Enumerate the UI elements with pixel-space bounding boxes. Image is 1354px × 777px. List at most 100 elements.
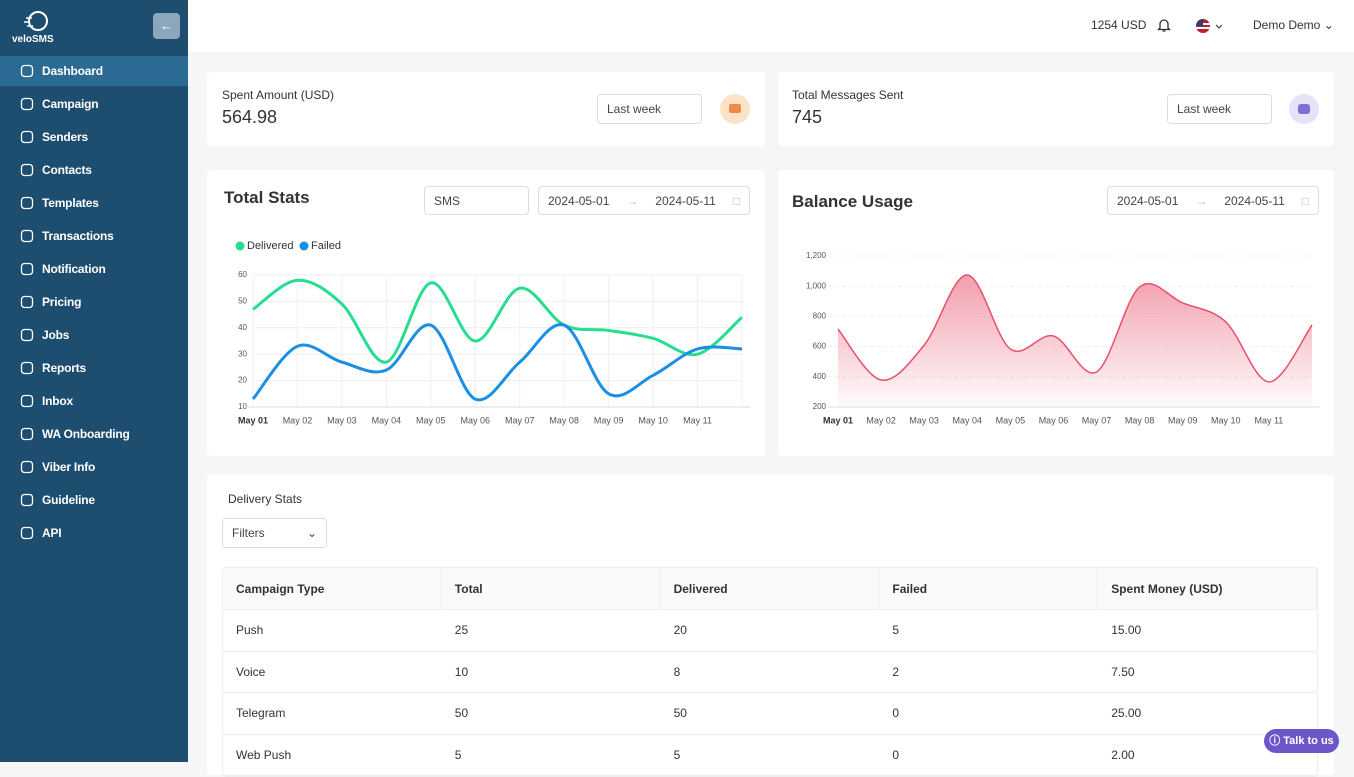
stat-icon — [720, 94, 750, 124]
chat-button[interactable]: ⓘ Talk to us — [1264, 729, 1339, 753]
table-cell: 0 — [892, 706, 900, 721]
legend-marker — [235, 241, 245, 251]
nav-item[interactable]: WA Onboarding — [0, 419, 188, 449]
nav-icon-shape — [20, 163, 34, 177]
x-tick-label: May 08 — [1125, 415, 1155, 425]
y-tick-label: 10 — [238, 402, 247, 411]
x-tick-label: May 02 — [866, 415, 896, 425]
nav-item[interactable]: Campaign — [0, 89, 188, 119]
table-cell: 25.00 — [1111, 706, 1142, 721]
y-tick-label: 40 — [238, 323, 247, 332]
nav-item[interactable]: Contacts — [0, 155, 188, 185]
nav-item[interactable]: Templates — [0, 188, 188, 218]
bell-icon[interactable] — [1157, 17, 1171, 33]
table-cell: 8 — [673, 664, 681, 679]
date-range[interactable]: 2024-05-01 → 2024-05-11 □ — [1107, 186, 1319, 215]
nav-item[interactable]: Transactions — [0, 221, 188, 251]
x-tick-label: May 09 — [594, 415, 624, 425]
nav-icon-shape — [20, 196, 34, 210]
nav-icon-shape — [20, 64, 34, 78]
x-tick-label: May 05 — [996, 415, 1026, 425]
nav-label: Senders — [42, 130, 88, 144]
nav-item[interactable]: Notification — [0, 254, 188, 284]
nav-item[interactable]: Senders — [0, 122, 188, 152]
nav-icon — [20, 526, 34, 540]
nav-icon — [20, 427, 34, 441]
filter-text: Filters — [232, 526, 265, 540]
nav-icon — [20, 163, 34, 177]
nav-label: WA Onboarding — [42, 427, 130, 441]
table-row: Web Push 5 5 0 2.00 — [223, 735, 1317, 776]
chart: 200 400 600 800 1,000 1,200 May 01 May 02 May 03… — [806, 251, 1320, 425]
legend-marker — [299, 241, 309, 251]
stat-value: 745 — [792, 107, 823, 127]
nav-item[interactable]: Inbox — [0, 386, 188, 416]
nav-icon-shape — [20, 229, 34, 243]
nav-label: Inbox — [42, 394, 73, 408]
nav-icon-shape — [20, 130, 34, 144]
nav-item[interactable]: Guideline — [0, 485, 188, 515]
nav-icon-shape — [20, 328, 34, 342]
nav-item[interactable]: Pricing — [0, 287, 188, 317]
nav-item[interactable]: Dashboard — [0, 56, 188, 86]
nav-label: Reports — [42, 361, 86, 375]
y-tick-label: 30 — [238, 349, 247, 358]
line — [251, 323, 743, 402]
stat-value: 564.98 — [222, 107, 278, 127]
user-menu[interactable]: Demo Demo ⌄ — [1253, 18, 1334, 32]
column-header: Spent Money (USD) — [1098, 568, 1317, 609]
nav-icon-shape — [20, 361, 34, 375]
nav-label: Campaign — [42, 97, 99, 111]
nav-label: Guideline — [42, 493, 95, 507]
nav-label: Pricing — [42, 295, 82, 309]
column-header: Campaign Type — [223, 568, 442, 609]
channel-select[interactable]: SMS — [424, 186, 529, 215]
nav-item[interactable]: API — [0, 518, 188, 548]
table-header: Campaign Type Total Delivered Failed Spent M… — [223, 568, 1317, 610]
nav-item[interactable]: Reports — [0, 353, 188, 383]
filter-button[interactable]: Filters ⌄ — [222, 518, 327, 548]
y-tick-label: 1,200 — [806, 251, 827, 260]
nav-label: Notification — [42, 262, 106, 276]
nav-label: Jobs — [42, 328, 70, 342]
table-cell: 20 — [673, 623, 687, 638]
nav-icon — [20, 229, 34, 243]
table-cell: 5 — [454, 747, 462, 762]
balance: 1254 USD — [1091, 18, 1147, 32]
table-cell: 50 — [454, 706, 469, 721]
chart-title: Total Stats — [224, 188, 310, 207]
date-end: 2024-05-11 — [1224, 193, 1285, 208]
chart-card: Total Stats SMS 2024-05-01 → 2024-05-11 □ 1… — [207, 170, 765, 456]
table-cell: 50 — [673, 706, 687, 721]
nav-icon — [20, 328, 34, 342]
table-cell: 7.50 — [1111, 664, 1135, 679]
nav-icon — [20, 460, 34, 474]
channel-text: SMS — [434, 193, 461, 208]
x-tick-label: May 09 — [1168, 415, 1198, 425]
x-tick-label: May 01 — [823, 415, 853, 425]
table-row: Telegram 50 50 0 25.00 — [223, 693, 1317, 735]
period-select[interactable]: Last week — [1167, 94, 1272, 124]
logo-icon — [24, 11, 48, 31]
nav-icon — [20, 361, 34, 375]
x-tick-label: May 07 — [1082, 415, 1112, 425]
language-select[interactable] — [1195, 18, 1225, 34]
table-cell: Voice — [236, 664, 266, 679]
period-select[interactable]: Last week — [597, 94, 702, 124]
date-range[interactable]: 2024-05-01 → 2024-05-11 □ — [538, 186, 750, 215]
date-end: 2024-05-11 — [655, 193, 716, 208]
date-start: 2024-05-01 — [1117, 193, 1179, 208]
nav-icon — [20, 196, 34, 210]
x-tick-label: May 02 — [283, 415, 313, 425]
table-cell: 2 — [892, 664, 900, 679]
x-tick-label: May 03 — [909, 415, 939, 425]
nav-item[interactable]: Jobs — [0, 320, 188, 350]
table-cell: 5 — [673, 747, 681, 762]
legend-label: Failed — [311, 240, 341, 252]
user-name: Demo Demo — [1253, 18, 1321, 32]
nav-icon-shape — [20, 460, 34, 474]
x-tick-label: May 07 — [505, 415, 535, 425]
nav-item[interactable]: Viber Info — [0, 452, 188, 482]
table-cell: Telegram — [236, 706, 286, 721]
collapse-button[interactable]: ← — [153, 13, 180, 39]
